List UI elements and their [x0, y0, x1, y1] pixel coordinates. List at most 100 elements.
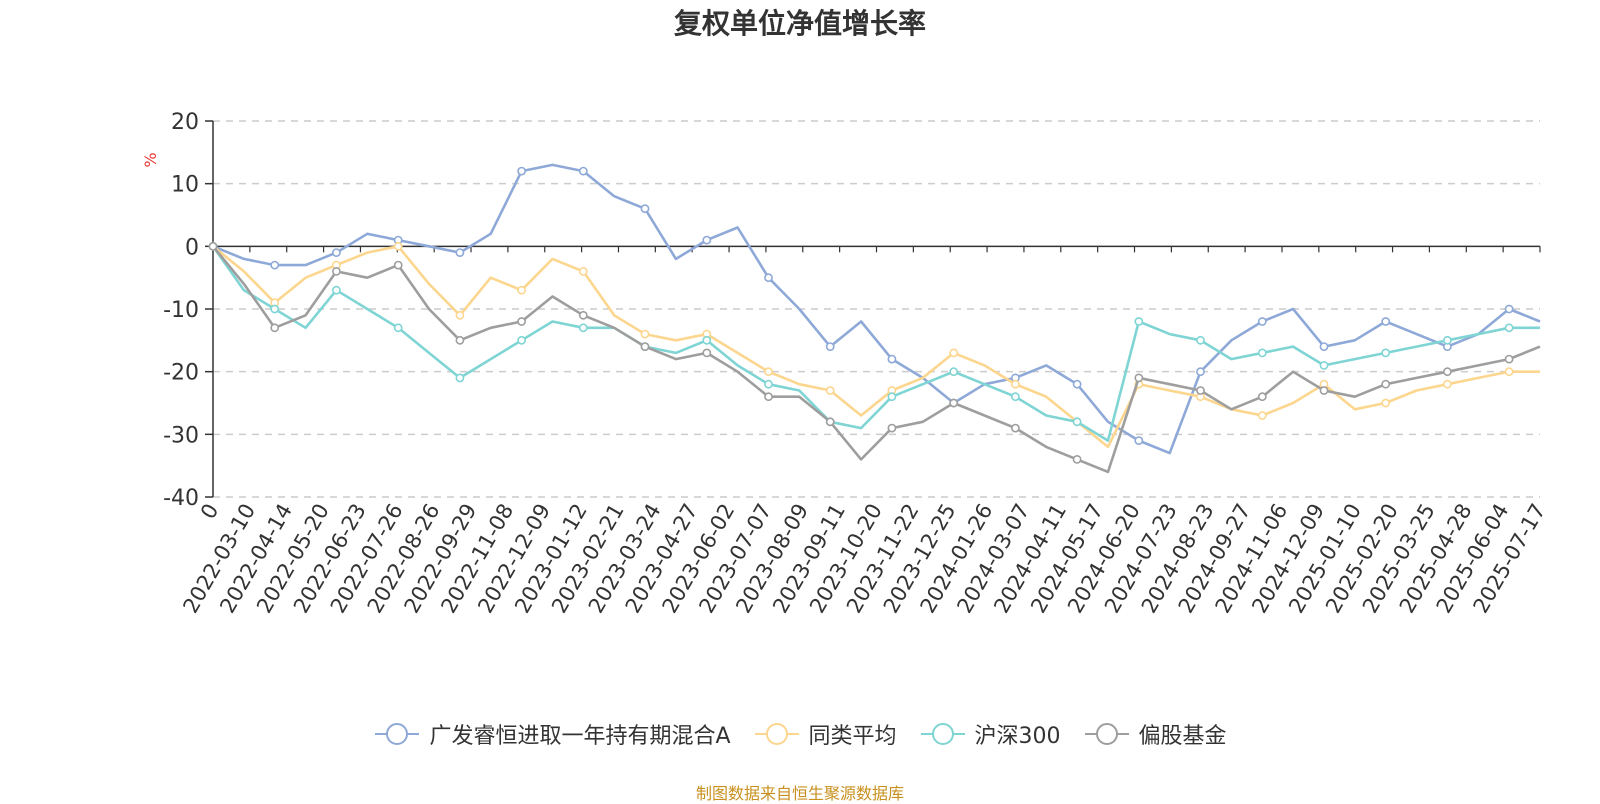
data-point [1257, 411, 1267, 420]
data-point [1072, 379, 1082, 389]
axis-layer: 20100-10-20-30-4002022-03-102022-04-1420… [163, 110, 1550, 617]
legend-label: 沪深300 [974, 724, 1061, 749]
y-tick-label: 10 [171, 173, 199, 198]
data-point [578, 166, 588, 176]
data-point [1011, 423, 1020, 433]
legend-item-1[interactable]: 同类平均 [753, 718, 897, 750]
data-point [1196, 386, 1205, 395]
data-point [455, 335, 465, 345]
data-point [208, 241, 218, 251]
data-point [578, 310, 588, 320]
data-point [702, 348, 712, 358]
legend-marker-icon [920, 723, 965, 745]
y-tick-label: -40 [163, 486, 199, 511]
data-point [764, 392, 773, 402]
data-point [825, 342, 835, 351]
data-point [640, 204, 650, 214]
data-point [1504, 367, 1514, 377]
data-point [1319, 360, 1329, 370]
data-point [393, 241, 403, 251]
series-layer [208, 163, 1541, 474]
data-point [887, 392, 897, 402]
data-point [455, 310, 465, 320]
data-point [640, 342, 650, 351]
y-tick-label: 0 [185, 235, 199, 260]
y-tick-label: -20 [163, 361, 199, 386]
data-point [640, 329, 650, 339]
legend-item-2[interactable]: 沪深300 [919, 718, 1061, 750]
data-point [270, 260, 280, 270]
series-line-0 [212, 163, 1541, 455]
data-point [1134, 373, 1144, 383]
data-point [764, 379, 773, 389]
legend-item-3[interactable]: 偏股基金 [1083, 718, 1227, 750]
data-point [1381, 317, 1391, 326]
series-line-3 [211, 245, 1541, 474]
legend-marker-icon [754, 723, 799, 745]
data-point [887, 423, 897, 433]
data-point [1381, 398, 1391, 408]
y-axis-unit-label: % [141, 152, 160, 167]
data-point [393, 323, 403, 333]
data-point [1443, 367, 1452, 377]
data-point [1196, 367, 1205, 377]
data-point [517, 335, 526, 345]
data-point [331, 248, 341, 257]
data-point [825, 386, 835, 395]
data-point [949, 348, 959, 358]
data-point [1443, 335, 1452, 345]
data-point [702, 335, 712, 345]
y-tick-label: 20 [171, 110, 199, 135]
data-point [1319, 386, 1329, 395]
legend-marker-icon [375, 723, 420, 745]
data-point [764, 273, 773, 283]
y-tick-label: -30 [163, 423, 199, 448]
data-point [949, 398, 959, 408]
chart-legend: 广发睿恒进取一年持有期混合A 同类平均 沪深300 偏股基金 [0, 718, 1600, 750]
data-point [1011, 392, 1020, 402]
chart-title: 复权单位净值增长率 [673, 7, 926, 40]
data-point [887, 354, 897, 364]
data-point [702, 235, 712, 245]
series-line-1 [212, 245, 1540, 449]
data-point [270, 304, 280, 314]
grid-layer [213, 120, 1540, 498]
legend-label: 广发睿恒进取一年持有期混合A [429, 724, 731, 749]
data-point [1257, 317, 1267, 326]
data-point [1319, 342, 1329, 351]
legend-label: 偏股基金 [1138, 724, 1227, 749]
data-point [455, 373, 465, 383]
data-point [1504, 304, 1514, 314]
data-point [1134, 436, 1144, 445]
legend-item-0[interactable]: 广发睿恒进取一年持有期混合A [373, 718, 731, 750]
data-point [1011, 379, 1020, 389]
data-point [393, 260, 403, 270]
data-point [517, 166, 526, 176]
series-line-2 [211, 245, 1540, 442]
data-point [1443, 379, 1452, 389]
data-point [1504, 323, 1514, 333]
data-point [270, 323, 280, 333]
data-point [1072, 454, 1082, 464]
data-point [331, 266, 341, 276]
data-point [1257, 348, 1267, 358]
y-tick-label: -10 [163, 298, 199, 323]
data-point [578, 323, 588, 333]
data-point [764, 367, 773, 377]
data-point [1257, 392, 1267, 402]
data-point [949, 367, 959, 377]
data-point [517, 285, 526, 295]
data-point [331, 285, 341, 295]
data-point [1072, 417, 1082, 427]
source-note: 制图数据来自恒生聚源数据库 [695, 784, 904, 803]
data-point [517, 317, 526, 326]
x-tick-label: 0 [196, 500, 223, 524]
data-point [825, 417, 835, 427]
legend-label: 同类平均 [808, 724, 897, 749]
data-point [1381, 379, 1391, 389]
data-point [578, 266, 588, 276]
data-point [455, 248, 465, 257]
data-point [1196, 335, 1205, 345]
data-point [1134, 317, 1144, 326]
